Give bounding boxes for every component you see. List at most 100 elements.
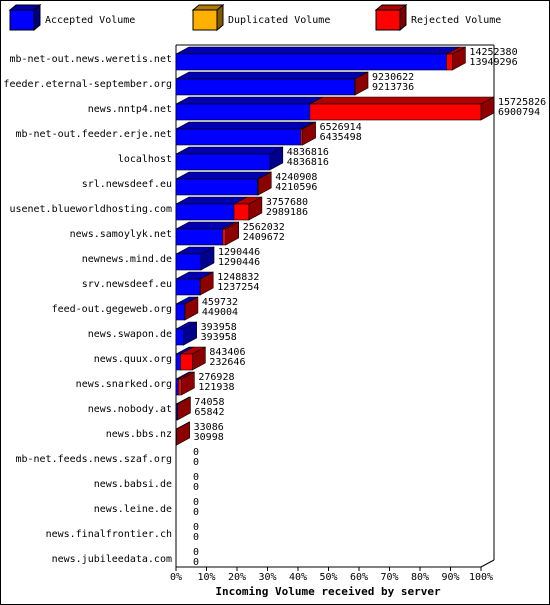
bar [446,53,453,71]
total-label: 2562032 [243,222,285,233]
total-label: 0 [193,472,199,483]
total-label: 33086 [194,422,224,433]
value-label: 0 [193,557,199,568]
legend-label: Rejected Volume [411,15,501,26]
x-tick-label: 10% [197,572,215,583]
x-tick-label: 90% [441,572,459,583]
bar [175,203,235,221]
bar [178,378,182,396]
total-label: 6526914 [320,122,362,133]
value-label: 2989186 [266,207,308,218]
value-label: 4836816 [287,157,329,168]
bar [175,253,202,271]
legend-label: Accepted Volume [45,15,135,26]
y-tick-label: mb-net.feeds.news.szaf.org [15,454,172,465]
axis-line [480,559,495,568]
x-tick-label: 70% [380,572,398,583]
x-tick-label: 30% [258,572,276,583]
total-label: 4836816 [287,147,329,158]
value-label: 1290446 [218,257,260,268]
value-label: 6435498 [320,132,362,143]
total-label: 0 [193,547,199,558]
bar [175,278,201,296]
total-label: 0 [193,497,199,508]
bar [175,378,179,396]
value-label: 0 [193,457,199,468]
value-label: 232646 [209,357,245,368]
bar [175,153,271,171]
total-label: 459732 [202,297,238,308]
y-tick-label: newnews.mind.de [82,254,172,265]
x-tick-label: 100% [469,572,493,583]
bar-top [175,96,323,105]
bar [180,353,193,371]
y-tick-label: news.quux.org [94,354,172,365]
value-label: 1237254 [217,282,259,293]
bar-top [175,171,271,180]
bar [175,128,302,146]
y-tick-label: feeder.eternal-september.org [3,79,172,90]
bar [300,128,303,146]
bar-top [309,96,495,105]
bar [309,103,482,121]
total-label: 843406 [209,347,245,358]
total-label: 1248832 [217,272,259,283]
bar [175,353,181,371]
y-tick-label: localhost [118,154,172,165]
total-label: 9230622 [372,72,414,83]
x-tick-label: 40% [289,572,307,583]
total-label: 4240908 [275,172,317,183]
value-label: 121938 [198,382,234,393]
x-axis-title: Incoming Volume received by server [215,585,441,598]
legend-swatch [192,9,218,31]
y-tick-label: news.finalfrontier.ch [46,529,172,540]
legend-label: Duplicated Volume [228,15,330,26]
x-tick-label: 20% [228,572,246,583]
total-label: 3757680 [266,197,308,208]
bar [175,103,311,121]
total-label: 1290446 [218,247,260,258]
bar-top [175,121,314,130]
bar [175,228,224,246]
value-label: 0 [193,482,199,493]
y-tick-label: feed-out.gegeweb.org [52,304,172,315]
bar [175,53,447,71]
y-tick-label: news.bbs.nz [106,429,172,440]
value-label: 449004 [202,307,238,318]
total-label: 74058 [194,397,224,408]
y-tick-label: news.babsi.de [94,479,172,490]
value-label: 0 [193,507,199,518]
value-label: 13949296 [469,57,517,68]
bar [257,178,259,196]
legend-swatch [9,9,35,31]
y-tick-label: news.jubileedata.com [52,554,172,565]
x-tick-label: 80% [411,572,429,583]
value-label: 6900794 [498,107,540,118]
bar [175,303,186,321]
y-tick-label: news.swapon.de [88,329,172,340]
bar [175,78,355,96]
bar-top [175,71,368,80]
bar [222,228,226,246]
y-tick-label: news.nobody.at [88,404,172,415]
bar [175,328,184,346]
total-label: 14252380 [469,47,517,58]
y-tick-label: news.leine.de [94,504,172,515]
bar [233,203,250,221]
value-label: 30998 [194,432,224,443]
y-tick-label: mb-net-out.feeder.erje.net [15,129,172,140]
x-tick-label: 60% [350,572,368,583]
total-label: 15725826 [498,97,546,108]
total-label: 393958 [201,322,237,333]
y-tick-label: news.snarked.org [76,379,172,390]
x-tick-label: 50% [319,572,337,583]
legend-swatch-side [399,3,407,32]
bar-top [175,146,283,155]
y-tick-label: news.nntp4.net [88,104,172,115]
y-tick-label: srv.newsdeef.eu [82,279,172,290]
y-tick-label: mb-net-out.news.weretis.net [9,54,172,65]
bar-top [175,46,460,55]
value-label: 393958 [201,332,237,343]
